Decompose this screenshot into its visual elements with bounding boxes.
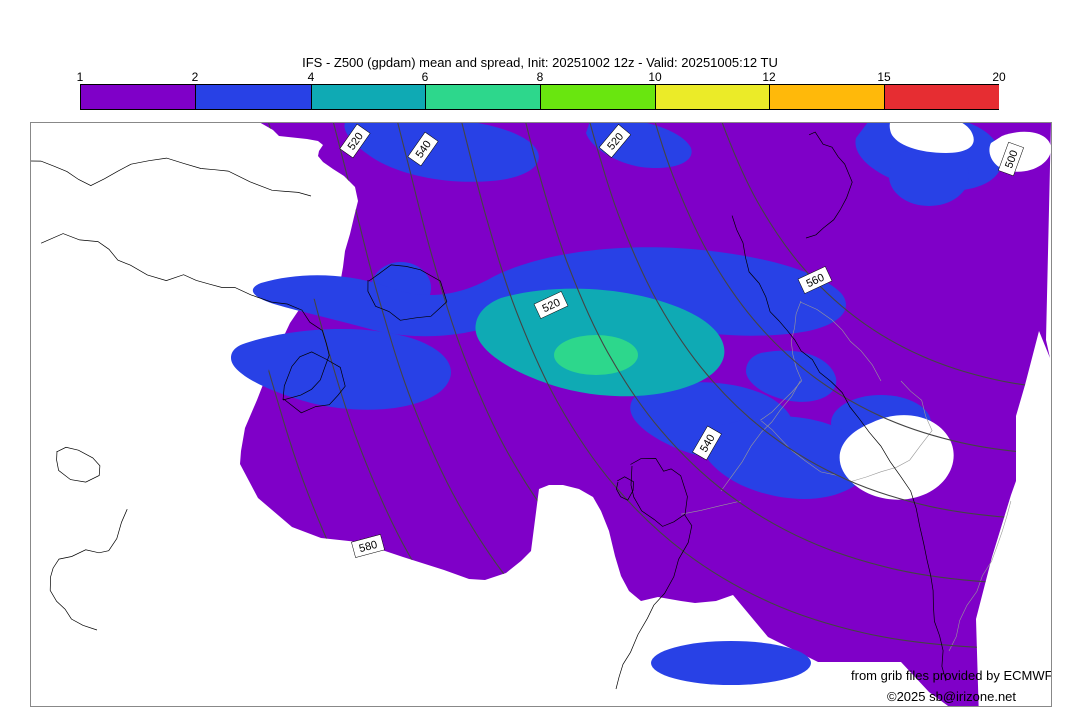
svg-text:©2025 sb@irizone.net: ©2025 sb@irizone.net <box>887 689 1016 704</box>
svg-text:from grib files provided by EC: from grib files provided by ECMWF <box>851 668 1051 683</box>
